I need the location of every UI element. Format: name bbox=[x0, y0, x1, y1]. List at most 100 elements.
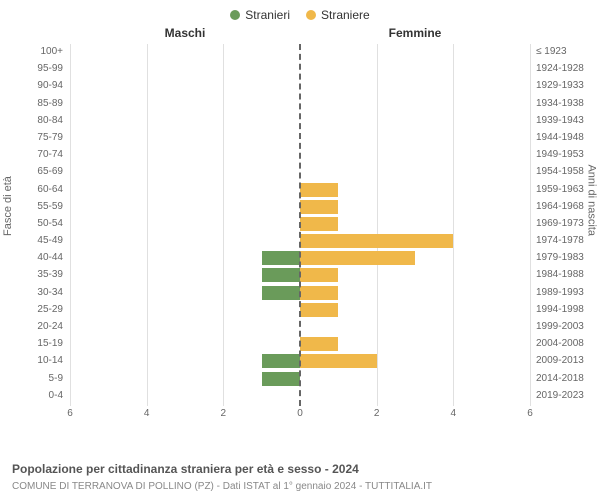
age-label: 80-84 bbox=[15, 115, 63, 126]
birth-year-label: 1964-1968 bbox=[536, 201, 592, 212]
female-bar-cell bbox=[300, 285, 530, 302]
female-bar-cell bbox=[300, 371, 530, 388]
male-bar bbox=[262, 251, 300, 265]
age-label: 75-79 bbox=[15, 132, 63, 143]
male-bar-cell bbox=[70, 267, 300, 284]
birth-year-label: 2019-2023 bbox=[536, 390, 592, 401]
female-bar bbox=[300, 354, 377, 368]
female-bar-cell bbox=[300, 164, 530, 181]
x-tick-label: 6 bbox=[527, 408, 533, 419]
female-bar-cell bbox=[300, 233, 530, 250]
birth-year-label: ≤ 1923 bbox=[536, 46, 592, 57]
age-label: 55-59 bbox=[15, 201, 63, 212]
male-bar-cell bbox=[70, 61, 300, 78]
header-females: Femmine bbox=[300, 26, 530, 40]
birth-year-label: 1999-2003 bbox=[536, 321, 592, 332]
female-bar-cell bbox=[300, 250, 530, 267]
male-bar-cell bbox=[70, 233, 300, 250]
female-bar bbox=[300, 286, 338, 300]
chart-subtitle: COMUNE DI TERRANOVA DI POLLINO (PZ) - Da… bbox=[12, 481, 432, 492]
age-label: 85-89 bbox=[15, 98, 63, 109]
female-bar-cell bbox=[300, 130, 530, 147]
male-bar-cell bbox=[70, 319, 300, 336]
birth-year-label: 1959-1963 bbox=[536, 184, 592, 195]
male-bar-cell bbox=[70, 147, 300, 164]
age-label: 0-4 bbox=[15, 390, 63, 401]
x-tick-label: 4 bbox=[144, 408, 150, 419]
chart-container: 100+≤ 192395-991924-192890-941929-193385… bbox=[70, 44, 530, 424]
birth-year-label: 1974-1978 bbox=[536, 235, 592, 246]
female-bar-cell bbox=[300, 336, 530, 353]
male-bar-cell bbox=[70, 78, 300, 95]
male-bar-cell bbox=[70, 44, 300, 61]
x-axis: 6 4 2 0 2 4 6 bbox=[70, 406, 530, 424]
male-bar-cell bbox=[70, 113, 300, 130]
female-bar-cell bbox=[300, 44, 530, 61]
x-tick-label: 4 bbox=[451, 408, 457, 419]
male-bar-cell bbox=[70, 371, 300, 388]
birth-year-label: 1949-1953 bbox=[536, 149, 592, 160]
male-bar-cell bbox=[70, 182, 300, 199]
birth-year-label: 1929-1933 bbox=[536, 80, 592, 91]
female-bar-cell bbox=[300, 199, 530, 216]
grid-line bbox=[530, 44, 531, 406]
female-bar bbox=[300, 183, 338, 197]
birth-year-label: 1939-1943 bbox=[536, 115, 592, 126]
male-bar-cell bbox=[70, 388, 300, 405]
female-bar-cell bbox=[300, 182, 530, 199]
female-bar bbox=[300, 337, 338, 351]
chart-title: Popolazione per cittadinanza straniera p… bbox=[12, 462, 359, 476]
age-label: 45-49 bbox=[15, 235, 63, 246]
birth-year-label: 1934-1938 bbox=[536, 98, 592, 109]
male-bar-cell bbox=[70, 130, 300, 147]
x-tick-label: 6 bbox=[67, 408, 73, 419]
age-label: 30-34 bbox=[15, 287, 63, 298]
legend-item-male: Stranieri bbox=[230, 8, 290, 22]
female-bar bbox=[300, 268, 338, 282]
male-bar-cell bbox=[70, 199, 300, 216]
female-bar-cell bbox=[300, 302, 530, 319]
female-bar-cell bbox=[300, 267, 530, 284]
legend-dot-female bbox=[306, 10, 316, 20]
male-bar-cell bbox=[70, 96, 300, 113]
birth-year-label: 1994-1998 bbox=[536, 304, 592, 315]
birth-year-label: 1984-1988 bbox=[536, 269, 592, 280]
legend-item-female: Straniere bbox=[306, 8, 370, 22]
male-bar-cell bbox=[70, 302, 300, 319]
birth-year-label: 1944-1948 bbox=[536, 132, 592, 143]
x-tick-label: 0 bbox=[297, 408, 303, 419]
male-bar-cell bbox=[70, 285, 300, 302]
age-label: 35-39 bbox=[15, 269, 63, 280]
female-bar-cell bbox=[300, 216, 530, 233]
male-bar bbox=[262, 354, 300, 368]
age-label: 10-14 bbox=[15, 355, 63, 366]
age-label: 20-24 bbox=[15, 321, 63, 332]
female-bar-cell bbox=[300, 353, 530, 370]
legend-dot-male bbox=[230, 10, 240, 20]
female-bar-cell bbox=[300, 96, 530, 113]
female-bar-cell bbox=[300, 388, 530, 405]
x-tick-label: 2 bbox=[221, 408, 227, 419]
birth-year-label: 1989-1993 bbox=[536, 287, 592, 298]
male-bar-cell bbox=[70, 216, 300, 233]
male-bar-cell bbox=[70, 250, 300, 267]
legend: Stranieri Straniere bbox=[0, 0, 600, 26]
birth-year-label: 2004-2008 bbox=[536, 338, 592, 349]
female-bar bbox=[300, 303, 338, 317]
age-label: 60-64 bbox=[15, 184, 63, 195]
x-tick-label: 2 bbox=[374, 408, 380, 419]
female-bar-cell bbox=[300, 61, 530, 78]
age-label: 65-69 bbox=[15, 166, 63, 177]
female-bar bbox=[300, 217, 338, 231]
age-label: 5-9 bbox=[15, 373, 63, 384]
male-bar bbox=[262, 372, 300, 386]
age-label: 25-29 bbox=[15, 304, 63, 315]
legend-label-female: Straniere bbox=[321, 8, 370, 22]
age-label: 50-54 bbox=[15, 218, 63, 229]
male-bar-cell bbox=[70, 353, 300, 370]
age-label: 70-74 bbox=[15, 149, 63, 160]
male-bar bbox=[262, 286, 300, 300]
female-bar bbox=[300, 200, 338, 214]
male-bar-cell bbox=[70, 336, 300, 353]
legend-label-male: Stranieri bbox=[245, 8, 290, 22]
